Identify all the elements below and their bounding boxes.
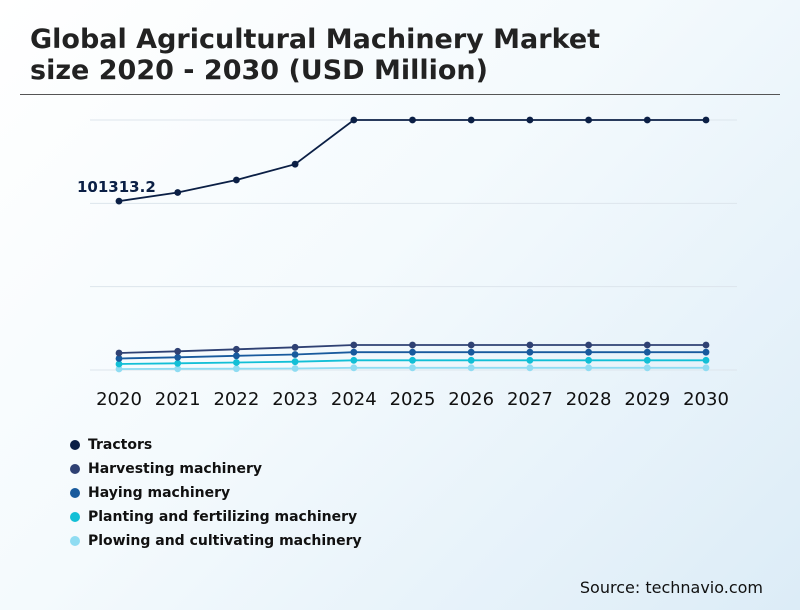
data-point bbox=[350, 364, 358, 372]
data-point bbox=[409, 341, 416, 349]
data-point bbox=[174, 359, 182, 367]
x-tick-label: 2029 bbox=[624, 389, 670, 410]
x-tick-label: 2030 bbox=[683, 389, 729, 410]
legend-label: Tractors bbox=[88, 437, 153, 453]
data-point bbox=[115, 365, 123, 373]
data-point bbox=[467, 364, 475, 372]
series-line bbox=[118, 119, 706, 202]
legend-marker-icon bbox=[70, 440, 80, 450]
legend-marker-icon bbox=[70, 512, 80, 522]
annotations: 101313.2 bbox=[77, 178, 156, 196]
data-label: 101313.2 bbox=[77, 178, 156, 196]
x-tick-label: 2020 bbox=[96, 389, 142, 410]
x-tick-label: 2024 bbox=[331, 389, 377, 410]
legend-item: Harvesting machinery bbox=[70, 457, 362, 481]
data-point bbox=[233, 359, 240, 366]
data-point bbox=[643, 356, 651, 364]
data-point bbox=[174, 189, 182, 196]
legend-marker-icon bbox=[70, 536, 80, 546]
data-point bbox=[702, 356, 710, 364]
chart-title-line-1: Global Agricultural Machinery Market bbox=[30, 24, 601, 55]
legend-label: Planting and fertilizing machinery bbox=[88, 509, 358, 525]
data-point bbox=[643, 364, 651, 372]
data-point bbox=[702, 348, 710, 356]
data-point bbox=[291, 351, 299, 358]
data-point bbox=[585, 348, 592, 356]
legend-item: Haying machinery bbox=[70, 481, 362, 505]
data-point bbox=[350, 341, 358, 349]
data-point bbox=[467, 116, 475, 124]
x-tick-label: 2023 bbox=[272, 389, 318, 410]
data-point bbox=[585, 364, 592, 372]
data-point bbox=[467, 348, 475, 356]
x-tick-label: 2026 bbox=[448, 389, 494, 410]
data-point bbox=[115, 197, 123, 205]
data-point bbox=[174, 353, 182, 361]
data-point bbox=[585, 341, 592, 349]
data-point bbox=[526, 341, 534, 349]
data-point bbox=[409, 364, 416, 372]
x-tick-label: 2027 bbox=[507, 389, 553, 410]
data-point bbox=[702, 116, 710, 124]
data-point bbox=[585, 116, 592, 124]
series-group bbox=[115, 116, 710, 373]
data-point bbox=[291, 358, 299, 366]
x-axis: 2020 2021 2022 2023 2024 2025 2026 2027 2028 2029… bbox=[96, 389, 729, 410]
data-point bbox=[115, 355, 123, 362]
data-point bbox=[115, 360, 123, 368]
data-point bbox=[350, 356, 358, 364]
source-note: Source: technavio.com bbox=[579, 578, 763, 597]
data-point bbox=[467, 356, 475, 364]
x-tick-label: 2025 bbox=[390, 389, 436, 410]
data-point bbox=[291, 160, 299, 168]
data-point bbox=[585, 356, 592, 364]
data-point bbox=[233, 352, 240, 360]
legend-item: Planting and fertilizing machinery bbox=[70, 505, 362, 529]
data-point bbox=[409, 116, 416, 124]
legend-marker-icon bbox=[70, 464, 80, 474]
data-point bbox=[350, 116, 358, 124]
data-point bbox=[115, 349, 123, 357]
data-point bbox=[702, 364, 710, 372]
data-point bbox=[291, 365, 299, 372]
data-point bbox=[643, 116, 651, 124]
data-point bbox=[233, 365, 240, 373]
legend: Tractors Harvesting machinery Haying machi… bbox=[70, 433, 362, 553]
data-point bbox=[350, 348, 358, 356]
data-point bbox=[643, 348, 651, 356]
x-tick-label: 2021 bbox=[155, 389, 201, 410]
x-tick-label: 2028 bbox=[566, 389, 612, 410]
data-point bbox=[467, 341, 475, 349]
x-tick-label: 2022 bbox=[213, 389, 259, 410]
legend-label: Haying machinery bbox=[88, 485, 231, 501]
legend-item: Plowing and cultivating machinery bbox=[70, 529, 362, 553]
legend-marker-icon bbox=[70, 488, 80, 498]
data-point bbox=[526, 356, 534, 364]
data-point bbox=[174, 365, 182, 373]
legend-item: Tractors bbox=[70, 433, 362, 457]
data-point bbox=[526, 348, 534, 356]
data-point bbox=[526, 364, 534, 372]
data-point bbox=[409, 348, 416, 356]
grid-lines bbox=[90, 119, 737, 371]
data-point bbox=[233, 345, 240, 353]
data-point bbox=[526, 116, 534, 124]
chart-title: Global Agricultural Machinery Market siz… bbox=[30, 24, 750, 86]
data-point bbox=[409, 356, 416, 364]
line-chart: 2020 2021 2022 2023 2024 2025 2026 2027 2028 2029… bbox=[77, 116, 737, 410]
legend-label: Plowing and cultivating machinery bbox=[88, 533, 362, 549]
data-point bbox=[643, 341, 651, 349]
legend-label: Harvesting machinery bbox=[88, 461, 262, 477]
chart-title-line-2: size 2020 - 2030 (USD Million) bbox=[30, 55, 488, 86]
data-point bbox=[291, 343, 299, 351]
data-point bbox=[233, 176, 240, 184]
data-point bbox=[174, 347, 182, 355]
title-divider bbox=[20, 94, 780, 95]
data-point bbox=[702, 341, 710, 349]
